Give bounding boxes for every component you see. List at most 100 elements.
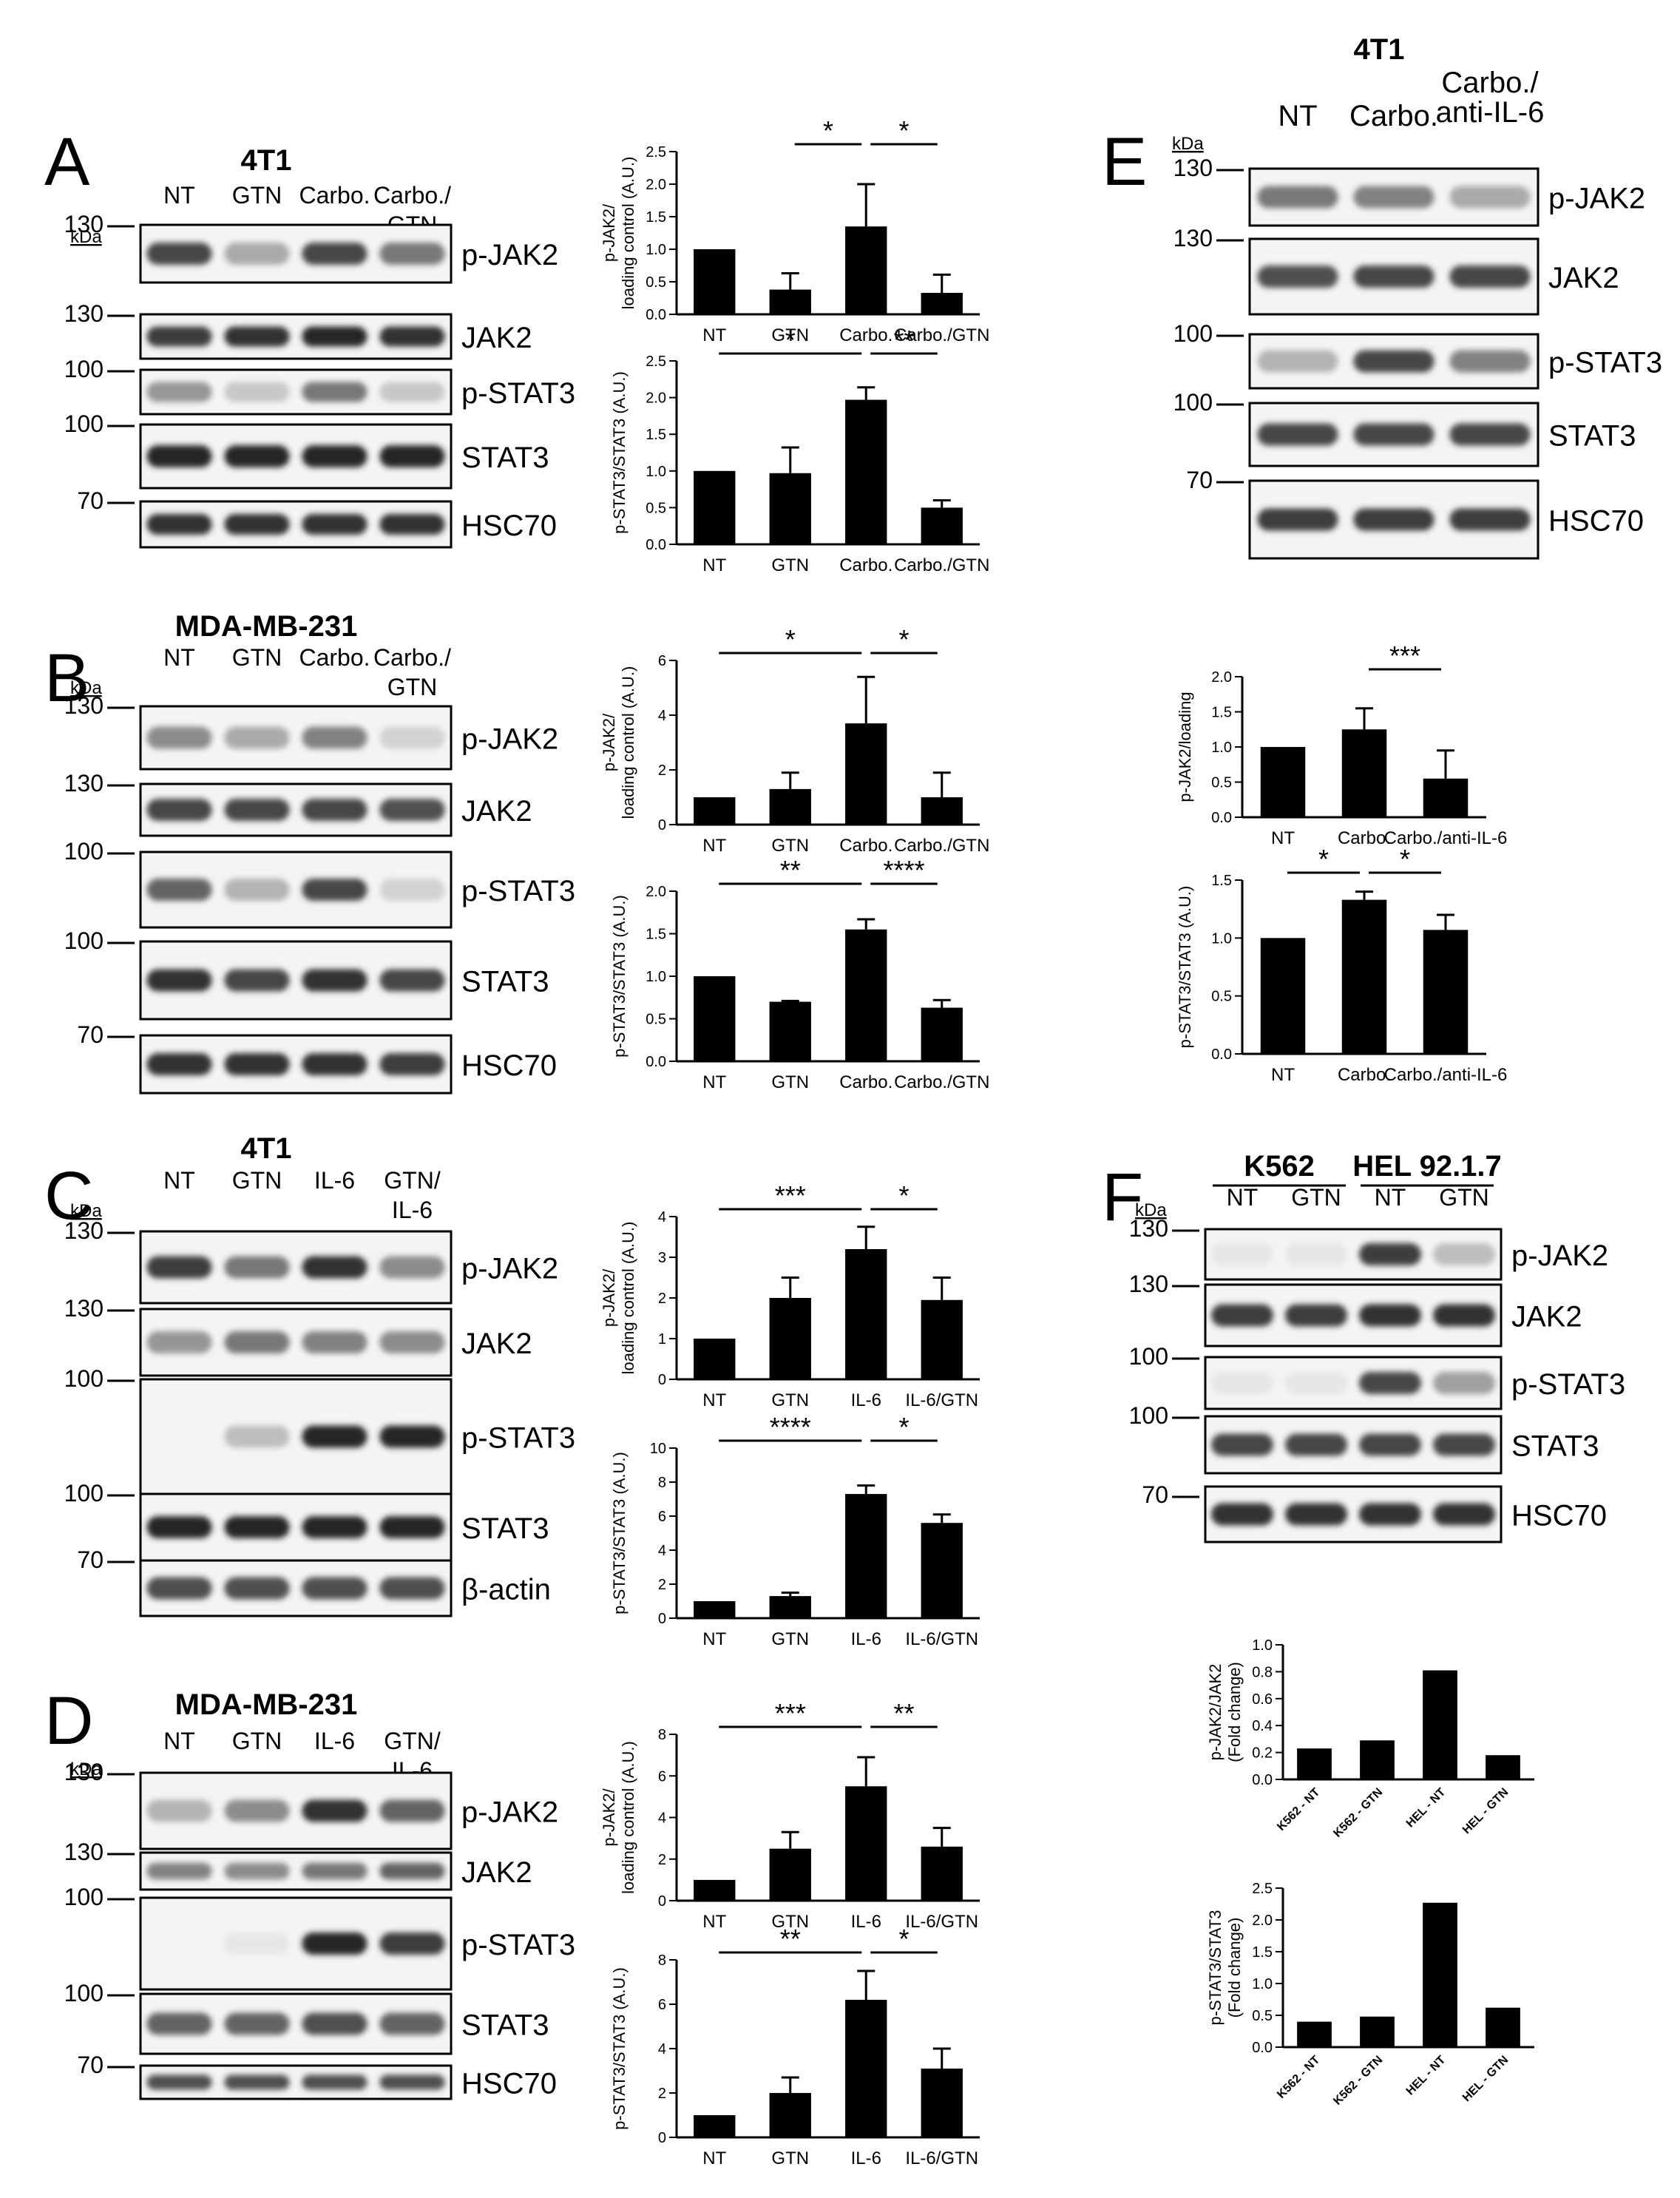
blot-band	[302, 326, 368, 347]
x-tick-label: Carbo./anti-IL-6	[1384, 1065, 1508, 1085]
y-tick-label: 4	[658, 708, 666, 724]
lane-label: IL-6	[314, 1728, 355, 1754]
blot-band	[302, 2012, 368, 2035]
blot-band	[302, 969, 368, 992]
bar	[694, 797, 736, 825]
protein-label: p-JAK2	[461, 1253, 558, 1285]
blot-band	[302, 1577, 368, 1600]
lane-label: NT	[1227, 1184, 1259, 1211]
x-tick-label: HEL - NT	[1404, 2054, 1449, 2098]
blot-band	[1359, 1503, 1421, 1526]
y-tick-label: 1.5	[646, 209, 666, 226]
significance-label: ****	[883, 855, 924, 885]
protein-label: p-JAK2	[461, 1796, 558, 1829]
blot-panel-A: 4T1kDaNTGTNCarbo.Carbo./GTNp-JAK2130JAK2…	[64, 144, 575, 549]
significance-label: *	[1400, 844, 1410, 874]
protein-label: p-STAT3	[461, 1422, 575, 1455]
blot-strip: p-JAK2 130	[64, 692, 558, 771]
blot-band	[379, 1516, 445, 1538]
blot-band	[146, 726, 212, 749]
blot-strip: HSC70 70	[77, 487, 557, 549]
x-tick-label: NT	[702, 1072, 726, 1092]
y-axis-label-line: p-STAT3/STAT3 (A.U.)	[610, 895, 629, 1058]
bar-chart-D: 0 2 4 6 8 p-STAT3/STAT3 (A.U.) NT GTN IL-6 IL-6/G…	[610, 1924, 980, 2168]
blot-band	[146, 879, 212, 901]
x-tick-label: IL-6	[851, 1390, 881, 1410]
blot-band	[1433, 1372, 1495, 1394]
y-tick-label: 8	[658, 1952, 666, 1969]
bar-chart-B: 0 2 4 6 p-JAK2/loading control (A.U.) NT GTN Ca…	[600, 624, 989, 856]
blot-band	[379, 445, 445, 467]
blot-band	[1285, 1372, 1347, 1394]
kda-label: kDa	[1172, 134, 1204, 154]
lane-label: NT	[163, 644, 195, 671]
y-tick-label: 2.5	[646, 354, 666, 370]
blot-band	[379, 1053, 445, 1075]
blot-strip: STAT3 100	[64, 927, 549, 1021]
blot-band	[302, 382, 368, 402]
x-tick-label: GTN	[771, 1390, 809, 1410]
lane-label: anti-IL-6	[1436, 96, 1545, 129]
blot-band	[146, 514, 212, 535]
blot-band	[1433, 1503, 1495, 1526]
protein-label: p-JAK2	[461, 239, 558, 271]
blot-band	[302, 514, 368, 535]
marker-label: 70	[77, 1021, 104, 1048]
blot-band	[146, 1516, 212, 1538]
blot-title: 4T1	[1354, 33, 1405, 66]
blot-title: MDA-MB-231	[175, 610, 358, 643]
blot-strip: p-STAT3 100	[64, 838, 575, 929]
marker-label: 70	[1186, 467, 1213, 493]
blot-band	[379, 1799, 445, 1822]
blot-strip: HSC70	[1204, 1485, 1607, 1543]
x-tick-label: NT	[1271, 1065, 1295, 1085]
marker-label: 130	[64, 1839, 104, 1865]
x-tick-label: GTN	[771, 555, 809, 575]
y-tick-label: 1.0	[1252, 1976, 1273, 1992]
y-tick-label: 8	[658, 1727, 666, 1743]
y-tick-label: 4	[658, 1543, 666, 1559]
x-tick-label: NT	[702, 836, 726, 856]
blot-strip: STAT3 100	[64, 1480, 549, 1562]
y-tick-label: 2.0	[646, 884, 666, 900]
bar	[769, 1848, 811, 1901]
x-tick-label: Carbo.	[839, 555, 892, 575]
lane-label: Carbo.	[299, 182, 370, 209]
blot-strip: p-STAT3 100	[1129, 1343, 1625, 1410]
blot-strip: STAT3 100	[1129, 1402, 1599, 1475]
blot-strip: p-STAT3 100	[64, 356, 575, 416]
protein-label: STAT3	[1548, 420, 1636, 453]
lane-label: GTN	[232, 1167, 282, 1194]
bar	[1486, 1755, 1520, 1779]
y-tick-label: 1.0	[646, 464, 666, 480]
y-tick-label: 0	[658, 1893, 666, 1910]
x-tick-label: IL-6/GTN	[905, 2148, 978, 2168]
bar	[769, 1298, 811, 1379]
blot-band	[146, 445, 212, 467]
bar	[694, 976, 736, 1061]
blot-band	[302, 1932, 368, 1955]
x-tick-label: NT	[702, 555, 726, 575]
blot-band	[1449, 350, 1531, 373]
lane-label: Carbo./	[373, 182, 451, 209]
protein-label: p-JAK2	[1511, 1240, 1608, 1272]
bar	[1297, 2021, 1332, 2047]
x-tick-label: NT	[702, 2148, 726, 2168]
lane-label: GTN/	[384, 1167, 441, 1194]
blot-strip: p-JAK2 130	[1129, 1215, 1608, 1281]
bar-chart-B: 0.0 0.5 1.0 1.5 2.0 p-STAT3/STAT3 (A.U.) NT GTN…	[610, 855, 989, 1092]
significance-label: *	[898, 1412, 909, 1442]
bar	[1423, 930, 1469, 1054]
blot-band	[379, 1331, 445, 1353]
panel-letter: F	[1102, 1160, 1143, 1235]
blot-band	[379, 514, 445, 535]
bar	[1423, 1670, 1457, 1779]
y-tick-label: 0.5	[1252, 2008, 1273, 2024]
kda-label: kDa	[70, 678, 102, 698]
blot-band	[1433, 1304, 1495, 1327]
blot-strip: STAT3 100	[1173, 389, 1636, 467]
marker-label: 130	[1129, 1271, 1168, 1297]
marker-label: 130	[1173, 155, 1213, 181]
y-axis-label: p-JAK2/loading control (A.U.)	[600, 1222, 637, 1375]
